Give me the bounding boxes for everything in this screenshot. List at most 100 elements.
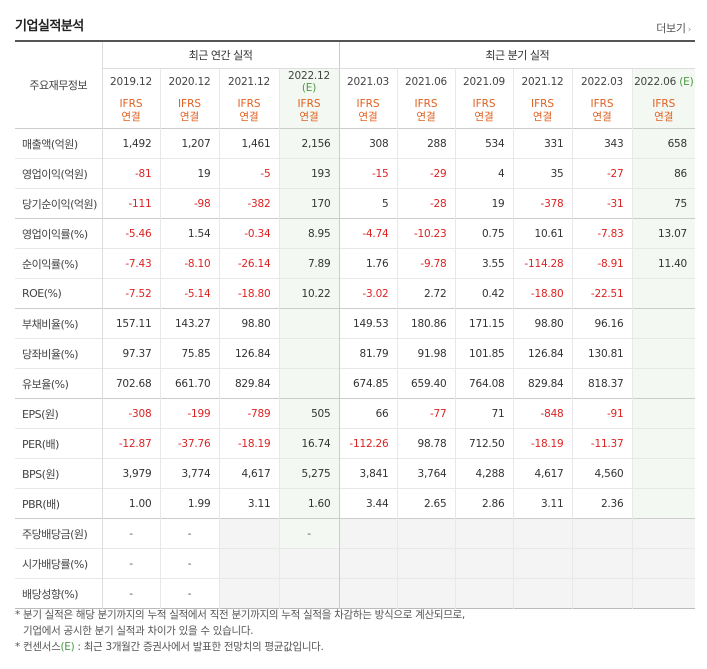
- data-cell: 3.11: [218, 488, 279, 519]
- data-cell: 3,979: [102, 458, 160, 489]
- data-cell: -7.52: [102, 278, 160, 309]
- data-cell: [396, 578, 456, 609]
- data-cell: 2,156: [278, 128, 340, 159]
- data-cell: 3.55: [454, 248, 514, 279]
- table-row: 영업이익률(%) -5.46 1.54 -0.34 8.95 -4.74 -10.23 0.7…: [15, 218, 696, 249]
- data-cell: 829.84: [512, 368, 573, 399]
- table-row: 매출액(억원) 1,492 1,207 1,461 2,156 308 288 534 331 3…: [15, 128, 696, 159]
- data-cell: [396, 518, 456, 549]
- data-cell: -5.14: [159, 278, 219, 309]
- data-cell: [512, 518, 573, 549]
- footnote-1-cont: 기업에서 공시한 분기 실적과 차이가 있을 수 있습니다.: [23, 625, 254, 637]
- row-label: 부채비율(%): [15, 308, 103, 339]
- data-cell: 81.79: [339, 338, 398, 369]
- data-cell: -37.76: [159, 428, 219, 459]
- data-cell: -114.28: [512, 248, 573, 279]
- data-cell: -22.51: [571, 278, 633, 309]
- data-cell: 10.22: [278, 278, 340, 309]
- data-cell: [339, 548, 398, 579]
- table-row: BPS(원) 3,979 3,774 4,617 5,275 3,841 3,764 4,28…: [15, 458, 696, 489]
- table-row: EPS(원) -308 -199 -789 505 66 -77 71 -848 -91: [15, 398, 696, 429]
- period-header: 2021.06: [396, 68, 456, 94]
- data-cell: -111: [102, 188, 160, 219]
- data-cell: [278, 548, 340, 579]
- data-cell: 19: [454, 188, 514, 219]
- data-cell: 4: [454, 158, 514, 189]
- data-cell: 1.76: [339, 248, 398, 279]
- data-cell: [631, 458, 696, 489]
- data-cell: -112.26: [339, 428, 398, 459]
- data-cell: -77: [396, 398, 456, 429]
- data-cell: [631, 518, 696, 549]
- data-cell: -18.80: [218, 278, 279, 309]
- basis-header: IFRS 연결: [218, 94, 279, 129]
- data-cell: 96.16: [571, 308, 633, 339]
- data-cell: -3.02: [339, 278, 398, 309]
- estimate-mark: (E): [301, 81, 317, 94]
- data-cell: 1,207: [159, 128, 219, 159]
- data-cell: [339, 518, 398, 549]
- data-cell: -27: [571, 158, 633, 189]
- data-cell: 8.95: [278, 218, 340, 249]
- row-label: PBR(배): [15, 488, 103, 519]
- table-row: 순이익률(%) -7.43 -8.10 -26.14 7.89 1.76 -9.78 3.55…: [15, 248, 696, 279]
- data-cell: 3,841: [339, 458, 398, 489]
- row-label: 매출액(억원): [15, 128, 103, 159]
- data-cell: -18.80: [512, 278, 573, 309]
- table-row: 영업이익(억원) -81 19 -5 193 -15 -29 4 35 -27 86: [15, 158, 696, 189]
- data-cell: 4,617: [512, 458, 573, 489]
- data-cell: 1,461: [218, 128, 279, 159]
- annual-header: 최근 연간 실적: [102, 41, 340, 69]
- period-header: 2022.12 (E): [278, 68, 340, 94]
- data-cell: [631, 278, 696, 309]
- data-cell: 11.40: [631, 248, 696, 279]
- data-cell: 1.54: [159, 218, 219, 249]
- data-cell: [571, 518, 633, 549]
- data-cell: -91: [571, 398, 633, 429]
- data-cell: 126.84: [218, 338, 279, 369]
- data-cell: 288: [396, 128, 456, 159]
- table-row: 당좌비율(%) 97.37 75.85 126.84 81.79 91.98 101.85 1…: [15, 338, 696, 369]
- data-cell: -26.14: [218, 248, 279, 279]
- data-cell: 101.85: [454, 338, 514, 369]
- data-cell: 16.74: [278, 428, 340, 459]
- data-cell: 5: [339, 188, 398, 219]
- data-cell: 66: [339, 398, 398, 429]
- data-cell: 1.99: [159, 488, 219, 519]
- data-cell: -7.83: [571, 218, 633, 249]
- data-cell: -: [102, 578, 160, 609]
- basis-header: IFRS 연결: [159, 94, 219, 129]
- data-cell: 75: [631, 188, 696, 219]
- data-cell: 2.86: [454, 488, 514, 519]
- data-cell: 658: [631, 128, 696, 159]
- footnote-2: * 컨센서스(E) : 최근 3개월간 증권사에서 발표한 전망치의 평균값입니…: [15, 641, 324, 653]
- period-header: 2021.12: [512, 68, 573, 94]
- data-cell: -18.19: [218, 428, 279, 459]
- row-label: 배당성향(%): [15, 578, 103, 609]
- footnotes: * 분기 실적은 해당 분기까지의 누적 실적에서 직전 분기까지의 누적 실적…: [15, 607, 465, 655]
- data-cell: -308: [102, 398, 160, 429]
- row-label: BPS(원): [15, 458, 103, 489]
- data-cell: -15: [339, 158, 398, 189]
- data-cell: -4.74: [339, 218, 398, 249]
- data-cell: -28: [396, 188, 456, 219]
- data-cell: 157.11: [102, 308, 160, 339]
- data-cell: [631, 578, 696, 609]
- data-cell: -7.43: [102, 248, 160, 279]
- period-header: 2021.09: [454, 68, 514, 94]
- data-cell: 2.72: [396, 278, 456, 309]
- row-label: 순이익률(%): [15, 248, 103, 279]
- data-cell: 71: [454, 398, 514, 429]
- data-cell: [278, 308, 340, 339]
- basis-header: IFRS 연결: [119, 98, 143, 123]
- data-cell: [512, 548, 573, 579]
- data-cell: 0.42: [454, 278, 514, 309]
- data-cell: [278, 578, 340, 609]
- more-link[interactable]: 더보기 ›: [656, 22, 691, 35]
- data-cell: 331: [512, 128, 573, 159]
- table-row: 유보율(%) 702.68 661.70 829.84 674.85 659.40 764.…: [15, 368, 696, 399]
- period-header: 2021.12: [218, 68, 279, 94]
- data-cell: -8.10: [159, 248, 219, 279]
- data-cell: [571, 548, 633, 579]
- data-cell: 343: [571, 128, 633, 159]
